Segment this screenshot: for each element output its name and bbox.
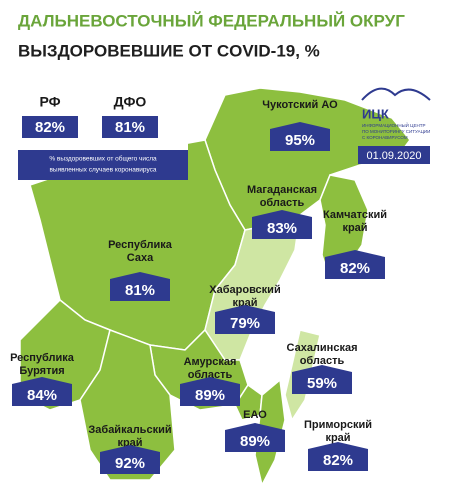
summary-badge <box>22 116 78 138</box>
value-label: 79% <box>230 315 260 332</box>
value-label: 95% <box>285 132 315 149</box>
region-name: ЕАО <box>243 409 267 421</box>
summary-value: 82% <box>35 119 65 136</box>
region-name: Республика <box>108 239 173 251</box>
title: ДАЛЬНЕВОСТОЧНЫЙ ФЕДЕРАЛЬНЫЙ ОКРУГ <box>18 11 405 30</box>
region-name: Саха <box>127 252 154 264</box>
region-name: Республика <box>10 352 75 364</box>
note-line: выявленных случаев коронавируса <box>49 167 156 174</box>
value-badge <box>252 210 312 239</box>
value-badge <box>100 445 160 474</box>
logo: ИЦК ИНФОРМАЦИОННЫЙ ЦЕНТР ПО МОНИТОРИНГУ … <box>358 87 431 164</box>
region-name: область <box>300 355 345 367</box>
subtitle: ВЫЗДОРОВЕВШИЕ ОТ COVID-19, % <box>18 41 320 60</box>
region-name: Амурская <box>184 356 237 368</box>
note-line: % выздоровевших от общего числа <box>49 155 157 163</box>
date-panel <box>358 146 430 164</box>
region-name: Бурятия <box>19 365 64 377</box>
value-label: 89% <box>240 433 270 450</box>
value-label: 84% <box>27 387 57 404</box>
region-name: край <box>117 437 142 449</box>
value-badge <box>270 122 330 151</box>
region-name: край <box>232 297 257 309</box>
value-badge <box>180 377 240 406</box>
region-name: Чукотский АО <box>262 99 338 111</box>
region-name: Камчатский <box>323 209 387 221</box>
region-name: Забайкальский <box>88 424 171 436</box>
region-name: Приморский <box>304 419 372 431</box>
region-name: область <box>260 197 305 209</box>
value-badge <box>12 377 72 406</box>
region-name: Сахалинская <box>287 342 358 354</box>
value-badge <box>110 272 170 301</box>
logo-caption: ПО МОНИТОРИНГУ СИТУАЦИИ <box>362 129 430 134</box>
value-label: 82% <box>323 452 353 469</box>
value-label: 82% <box>340 260 370 277</box>
region-name: Хабаровский <box>209 284 280 296</box>
value-label: 89% <box>195 387 225 404</box>
logo-icon <box>361 87 431 101</box>
region-name: Магаданская <box>247 184 317 196</box>
summary-label: ДФО <box>114 94 147 110</box>
note-panel <box>18 150 188 180</box>
region-name: край <box>342 222 367 234</box>
value-badge <box>325 250 385 279</box>
date: 01.09.2020 <box>366 150 421 162</box>
value-badge <box>292 365 352 394</box>
value-badge <box>215 305 275 334</box>
logo-caption: ИНФОРМАЦИОННЫЙ ЦЕНТР <box>362 121 425 128</box>
logo-caption: С КОРОНАВИРУСОМ <box>362 135 408 140</box>
value-badge <box>225 423 285 452</box>
value-label: 59% <box>307 375 337 392</box>
value-label: 81% <box>125 282 155 299</box>
summary-badge <box>102 116 158 138</box>
value-label: 83% <box>267 220 297 237</box>
region-name: край <box>325 432 350 444</box>
summary-label: РФ <box>39 94 60 110</box>
value-label: 92% <box>115 455 145 472</box>
logo-name: ИЦК <box>362 106 389 121</box>
value-badge <box>308 442 368 471</box>
summary-value: 81% <box>115 119 145 136</box>
region-name: область <box>188 369 233 381</box>
